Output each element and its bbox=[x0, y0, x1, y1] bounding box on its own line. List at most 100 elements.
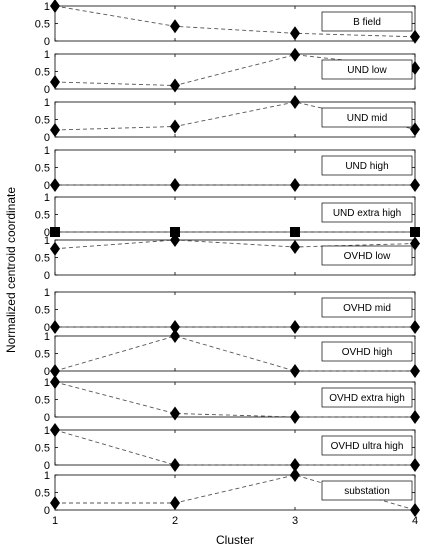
legend: substation bbox=[321, 480, 413, 501]
y-tick-label: 0.5 bbox=[35, 67, 50, 79]
legend: OVHD mid bbox=[321, 297, 413, 318]
legend-box bbox=[321, 341, 413, 362]
panel: 0 0.5 1 OVHD extra high bbox=[35, 375, 420, 424]
data-point bbox=[50, 423, 60, 437]
legend-box bbox=[321, 107, 413, 128]
y-tick-label: 0.5 bbox=[35, 395, 50, 407]
y-tick-label: 0 bbox=[44, 84, 50, 96]
y-tick-label: 1 bbox=[44, 192, 50, 204]
y-tick-label: 0.5 bbox=[35, 443, 50, 455]
data-point bbox=[50, 75, 60, 89]
y-tick-label: 1 bbox=[44, 97, 50, 109]
legend: OVHD extra high bbox=[321, 387, 413, 408]
data-point bbox=[290, 95, 300, 109]
x-tick-label: 1 bbox=[52, 515, 58, 527]
data-point bbox=[50, 0, 60, 13]
panel: 0 0.5 1 UND mid bbox=[35, 95, 420, 144]
data-point bbox=[410, 122, 420, 137]
data-point bbox=[290, 410, 300, 424]
series-line bbox=[55, 474, 416, 511]
legend-box bbox=[321, 155, 413, 176]
legend-box bbox=[321, 297, 413, 318]
panel: 0 0.5 1 OVHD low bbox=[35, 233, 420, 282]
y-tick-label: 0.5 bbox=[35, 488, 50, 500]
y-tick-label: 1 bbox=[44, 331, 50, 343]
y-tick-label: 0.5 bbox=[35, 19, 50, 31]
data-point bbox=[410, 410, 420, 424]
panel: 0 0.5 1 UND high bbox=[35, 145, 420, 192]
panels: 0 0.5 1 B field 0 0.5 1 UND low 0 0.5 1 UND mid 0 0.5… bbox=[35, 0, 420, 527]
panel: 0 0.5 1 UND low bbox=[35, 47, 420, 96]
x-tick-label: 2 bbox=[172, 515, 178, 527]
legend-box bbox=[321, 202, 413, 223]
y-tick-label: 1 bbox=[44, 287, 50, 299]
legend-label: UND low bbox=[347, 65, 387, 76]
data-point bbox=[290, 468, 300, 482]
data-point bbox=[170, 233, 180, 247]
legend-box bbox=[321, 59, 413, 80]
legend-box bbox=[321, 11, 413, 32]
y-tick-label: 0.5 bbox=[35, 163, 50, 175]
data-point bbox=[410, 320, 420, 334]
data-point bbox=[170, 78, 180, 93]
y-tick-label: 0.5 bbox=[35, 349, 50, 361]
panel: 0 0.5 1 OVHD high bbox=[35, 329, 420, 378]
x-tick-label: 3 bbox=[292, 515, 298, 527]
y-tick-label: 0 bbox=[44, 227, 50, 239]
y-tick-label: 1 bbox=[44, 377, 50, 389]
data-point bbox=[170, 458, 180, 472]
data-point bbox=[50, 241, 60, 256]
data-point bbox=[410, 227, 420, 237]
y-tick-label: 1 bbox=[44, 470, 50, 482]
y-tick-label: 0 bbox=[44, 36, 50, 48]
series-line bbox=[54, 381, 415, 418]
series-line bbox=[54, 429, 415, 466]
y-axis-label: Normalized centroid coordinate bbox=[4, 187, 18, 353]
data-point bbox=[50, 227, 60, 237]
legend-label: OVHD low bbox=[344, 251, 391, 262]
data-point bbox=[170, 320, 180, 334]
legend-label: substation bbox=[344, 486, 390, 497]
panel: 0 0.5 1 OVHD ultra high bbox=[35, 423, 420, 472]
data-point bbox=[170, 329, 180, 343]
legend-box bbox=[321, 245, 413, 266]
data-point bbox=[410, 236, 420, 251]
legend: OVHD low bbox=[321, 245, 413, 266]
x-axis-label: Cluster bbox=[216, 533, 254, 547]
legend-box bbox=[321, 480, 413, 501]
data-point bbox=[50, 496, 60, 510]
data-point bbox=[410, 503, 420, 517]
data-point bbox=[290, 364, 300, 378]
legend-label: OVHD ultra high bbox=[331, 441, 404, 452]
y-tick-label: 0 bbox=[44, 366, 50, 378]
data-point bbox=[50, 375, 60, 389]
data-point bbox=[50, 123, 60, 137]
y-tick-label: 0 bbox=[44, 460, 50, 472]
data-point bbox=[410, 61, 420, 75]
y-tick-label: 1 bbox=[44, 235, 50, 247]
series-line bbox=[54, 335, 415, 372]
legend: UND high bbox=[321, 155, 413, 176]
legend-label: UND extra high bbox=[333, 208, 401, 219]
data-point bbox=[290, 227, 300, 237]
series-line bbox=[54, 5, 416, 38]
data-point bbox=[410, 29, 420, 44]
panel: 0 0.5 1 UND extra high bbox=[35, 192, 420, 239]
data-point bbox=[50, 364, 60, 378]
y-tick-label: 0.5 bbox=[35, 305, 50, 317]
panel: 0 0.5 1 1 2 3 4 substation bbox=[35, 468, 420, 527]
data-point bbox=[290, 47, 300, 62]
legend: UND mid bbox=[321, 107, 413, 128]
panel: 0 0.5 1 B field bbox=[35, 0, 420, 48]
legend-label: OVHD high bbox=[342, 347, 393, 358]
y-tick-label: 1 bbox=[44, 49, 50, 61]
x-tick-label: 4 bbox=[412, 515, 418, 527]
data-point bbox=[290, 240, 300, 254]
data-point bbox=[290, 458, 300, 472]
y-tick-label: 0 bbox=[44, 505, 50, 517]
data-point bbox=[410, 364, 420, 378]
legend-label: UND high bbox=[345, 161, 388, 172]
y-tick-label: 0 bbox=[44, 132, 50, 144]
data-point bbox=[170, 119, 180, 134]
